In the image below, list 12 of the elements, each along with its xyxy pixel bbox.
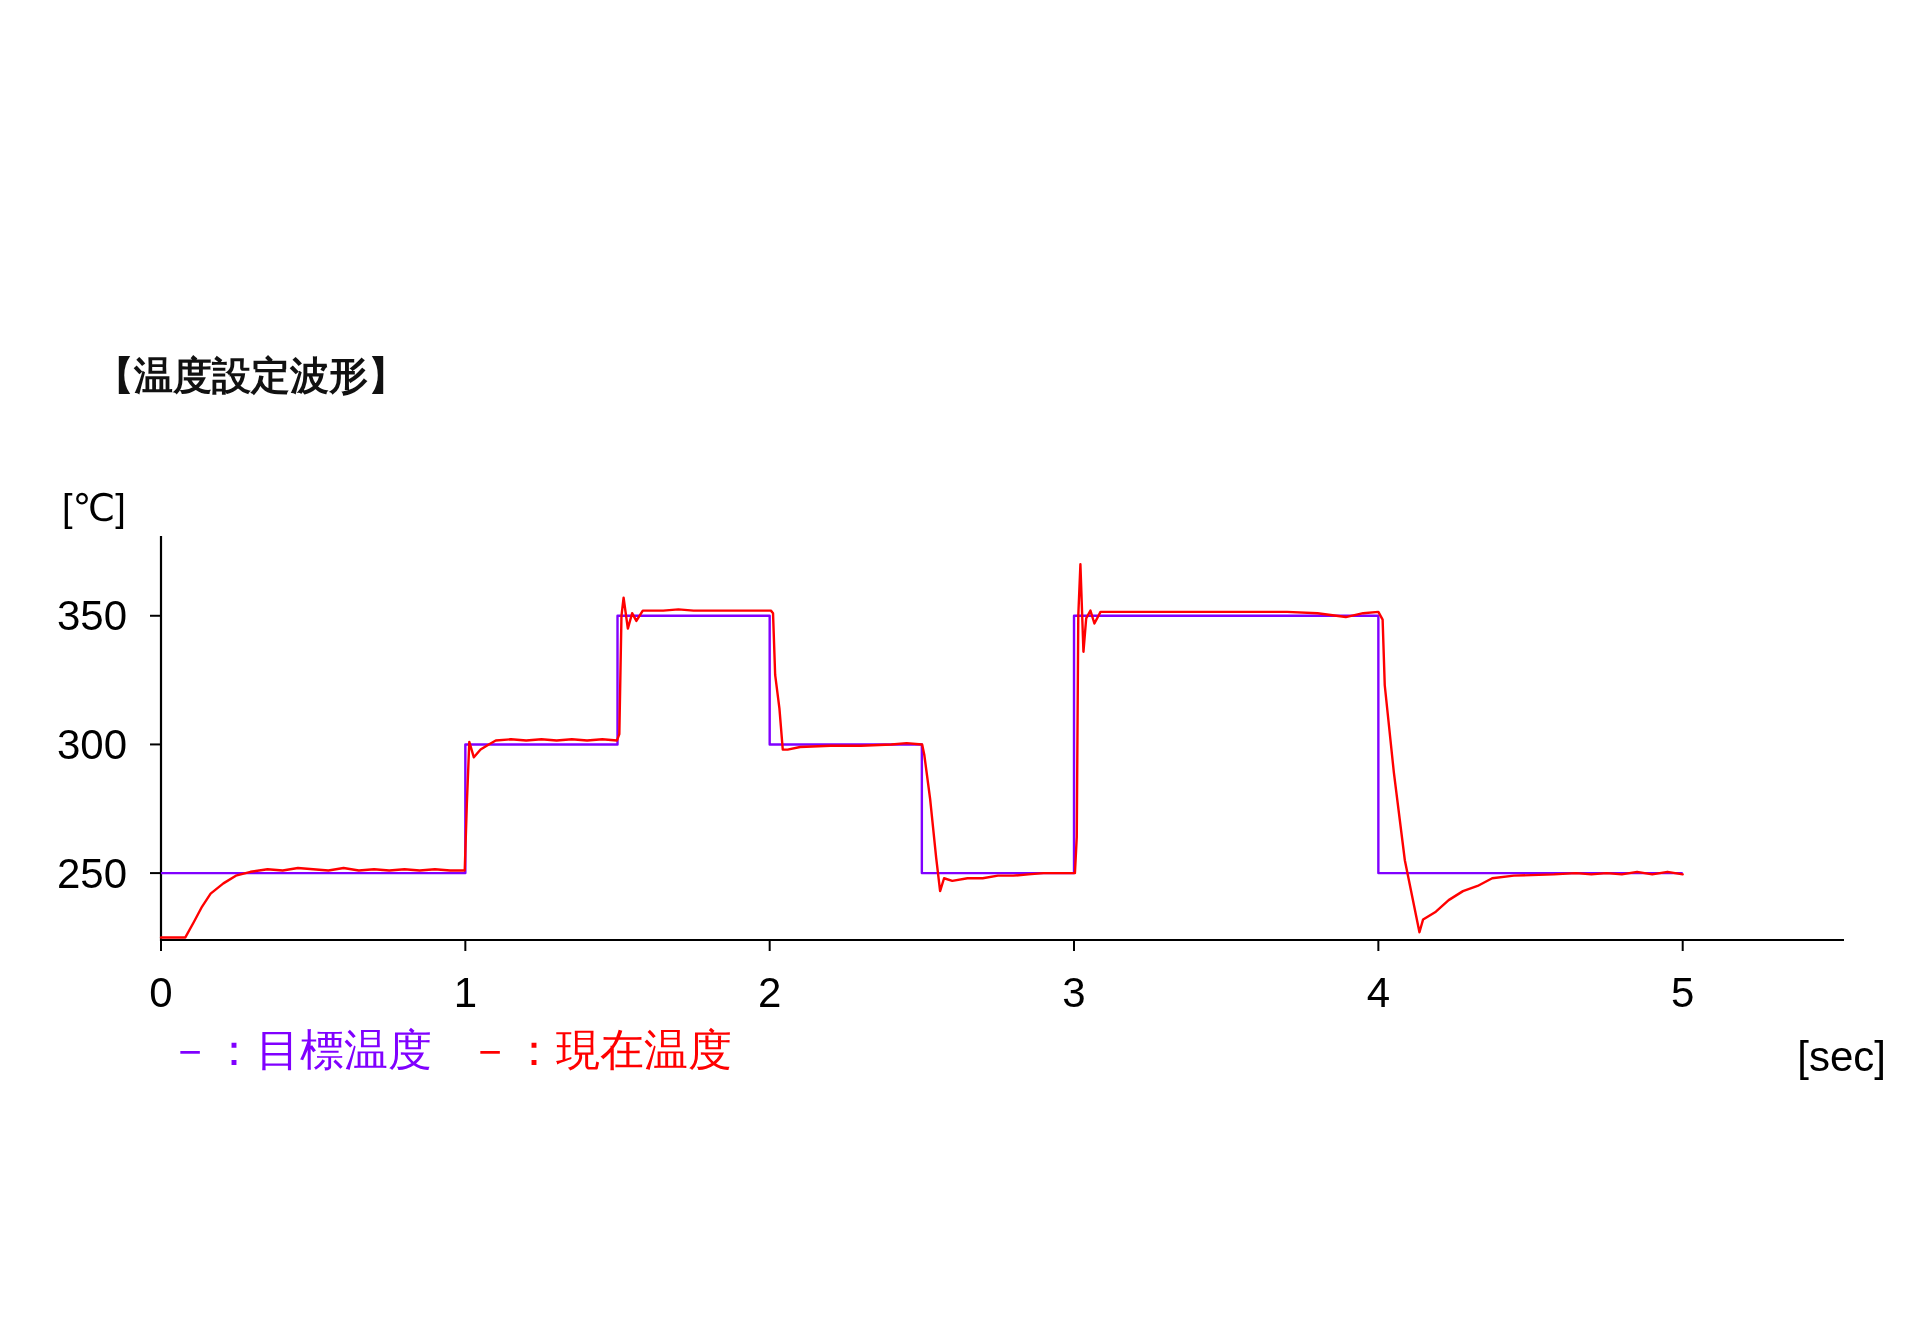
x-tick-label: 3 [1062, 968, 1086, 1016]
chart-title: 【温度設定波形】 [95, 353, 407, 397]
x-tick-label: 1 [453, 968, 478, 1016]
y-tick-label: 250 [56, 849, 127, 897]
y-axis-title: [℃] [62, 487, 126, 529]
y-tick-label: 300 [56, 720, 127, 768]
x-tick-label: 2 [758, 968, 782, 1016]
x-tick-label: 4 [1366, 968, 1391, 1016]
x-tick-label: 0 [149, 968, 173, 1016]
x-tick-label: 5 [1671, 968, 1695, 1016]
y-tick-label: 350 [56, 592, 127, 640]
x-axis-title: [sec] [1797, 1032, 1886, 1080]
